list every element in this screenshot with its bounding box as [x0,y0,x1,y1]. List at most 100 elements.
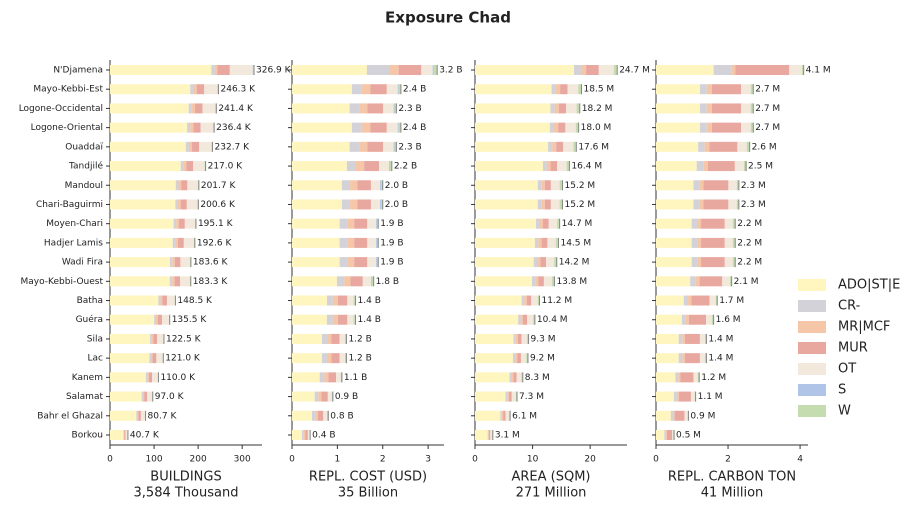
bar-segment [123,430,124,440]
bar-segment [137,410,139,421]
bar-segment [574,65,581,75]
total-label: 1.8 B [376,277,399,287]
bar-segment [292,295,327,306]
bar-segment [475,295,522,306]
bar-segment [656,65,714,75]
bar-segment [173,218,177,229]
bar-segment [475,218,537,229]
bar-segment [704,353,707,364]
total-label: 195.1 K [198,219,234,229]
bar-segment [520,314,524,325]
total-label: 1.4 M [708,354,733,364]
bar-segment [354,218,368,229]
bar-segment [704,333,707,344]
total-label: 14.7 M [562,219,593,229]
bar-segment [505,410,510,421]
bar-segment [508,391,512,402]
total-label: 97.0 K [155,392,185,402]
bar-segment [566,103,577,114]
bar-segment [421,65,433,75]
total-label: 201.7 K [201,181,237,191]
bar-segment [701,237,725,248]
bar-segment [656,353,679,364]
bar-segment [347,314,354,325]
y-tick-label: Tandjilé [68,161,103,172]
bar-segment [565,122,576,133]
bar-segment [537,295,540,306]
bar-segment [292,257,340,268]
bar-segment [699,333,705,344]
bar-segment [487,430,489,440]
y-tick-label: Bahr el Ghazal [37,411,103,421]
bar-segment [691,237,698,248]
bar-segment [136,410,138,421]
bar-segment [526,333,529,344]
bar-segment [321,391,328,402]
legend-label: CR- [838,299,861,314]
bar-segment [314,391,319,402]
bar-segment [204,84,218,95]
bar-segment [180,161,184,172]
bar-segment [157,314,162,325]
total-label: 40.7 K [130,431,160,441]
bar-segment [513,372,517,383]
bar-segment [699,103,707,114]
bar-segment [321,333,327,344]
bar-segment [186,199,198,210]
bar-segment [656,199,694,210]
bar-segment [735,65,790,75]
bar-segment [550,180,560,191]
bar-segment [475,391,506,402]
bar-segment [534,237,539,248]
bar-segment [541,180,545,191]
bar-segment [475,161,543,172]
bar-segment [326,314,333,325]
bar-segment [688,314,707,325]
bar-segment [521,372,523,383]
y-tick-label: Mandoul [65,181,103,191]
bar-segment [524,295,527,306]
bar-segment [750,84,754,95]
bar-segment [520,353,527,364]
total-label: 1.2 M [701,373,726,383]
bar-segment [656,295,684,306]
bar-segment [559,180,563,191]
bar-segment [676,391,680,402]
bar-segment [741,103,751,114]
bar-segment [169,276,173,287]
bar-segment [656,103,700,114]
bar-segment [711,122,742,133]
bar-segment [355,161,365,172]
bar-segment [680,372,694,383]
bar-segment [292,218,340,229]
x-tick-label: 300 [234,455,251,465]
bar-segment [693,199,700,210]
bar-segment [734,161,744,172]
x-tick-label: 4 [797,455,803,465]
bar-segment [551,276,555,287]
bar-segment [515,353,518,364]
bar-segment [141,391,143,402]
bar-segment [741,84,751,95]
total-label: 8.3 M [525,373,550,383]
bar-segment [110,161,181,172]
bar-segment [475,65,575,75]
bar-segment [501,410,504,421]
bar-segment [110,199,176,210]
bar-segment [697,237,702,248]
bar-segment [180,276,190,287]
bar-segment [678,333,683,344]
total-label: 2.3 M [741,181,766,191]
bar-segment [560,84,568,95]
bar-segment [515,333,518,344]
bar-segment [341,180,351,191]
bar-segment [332,295,338,306]
bar-segment [549,122,554,133]
x-tick-label: 3 [425,455,431,465]
bar-segment [665,430,667,440]
y-tick-label: N'Djamena [53,66,103,76]
bar-segment [698,141,705,152]
bar-segment [155,314,158,325]
bar-segment [186,161,194,172]
